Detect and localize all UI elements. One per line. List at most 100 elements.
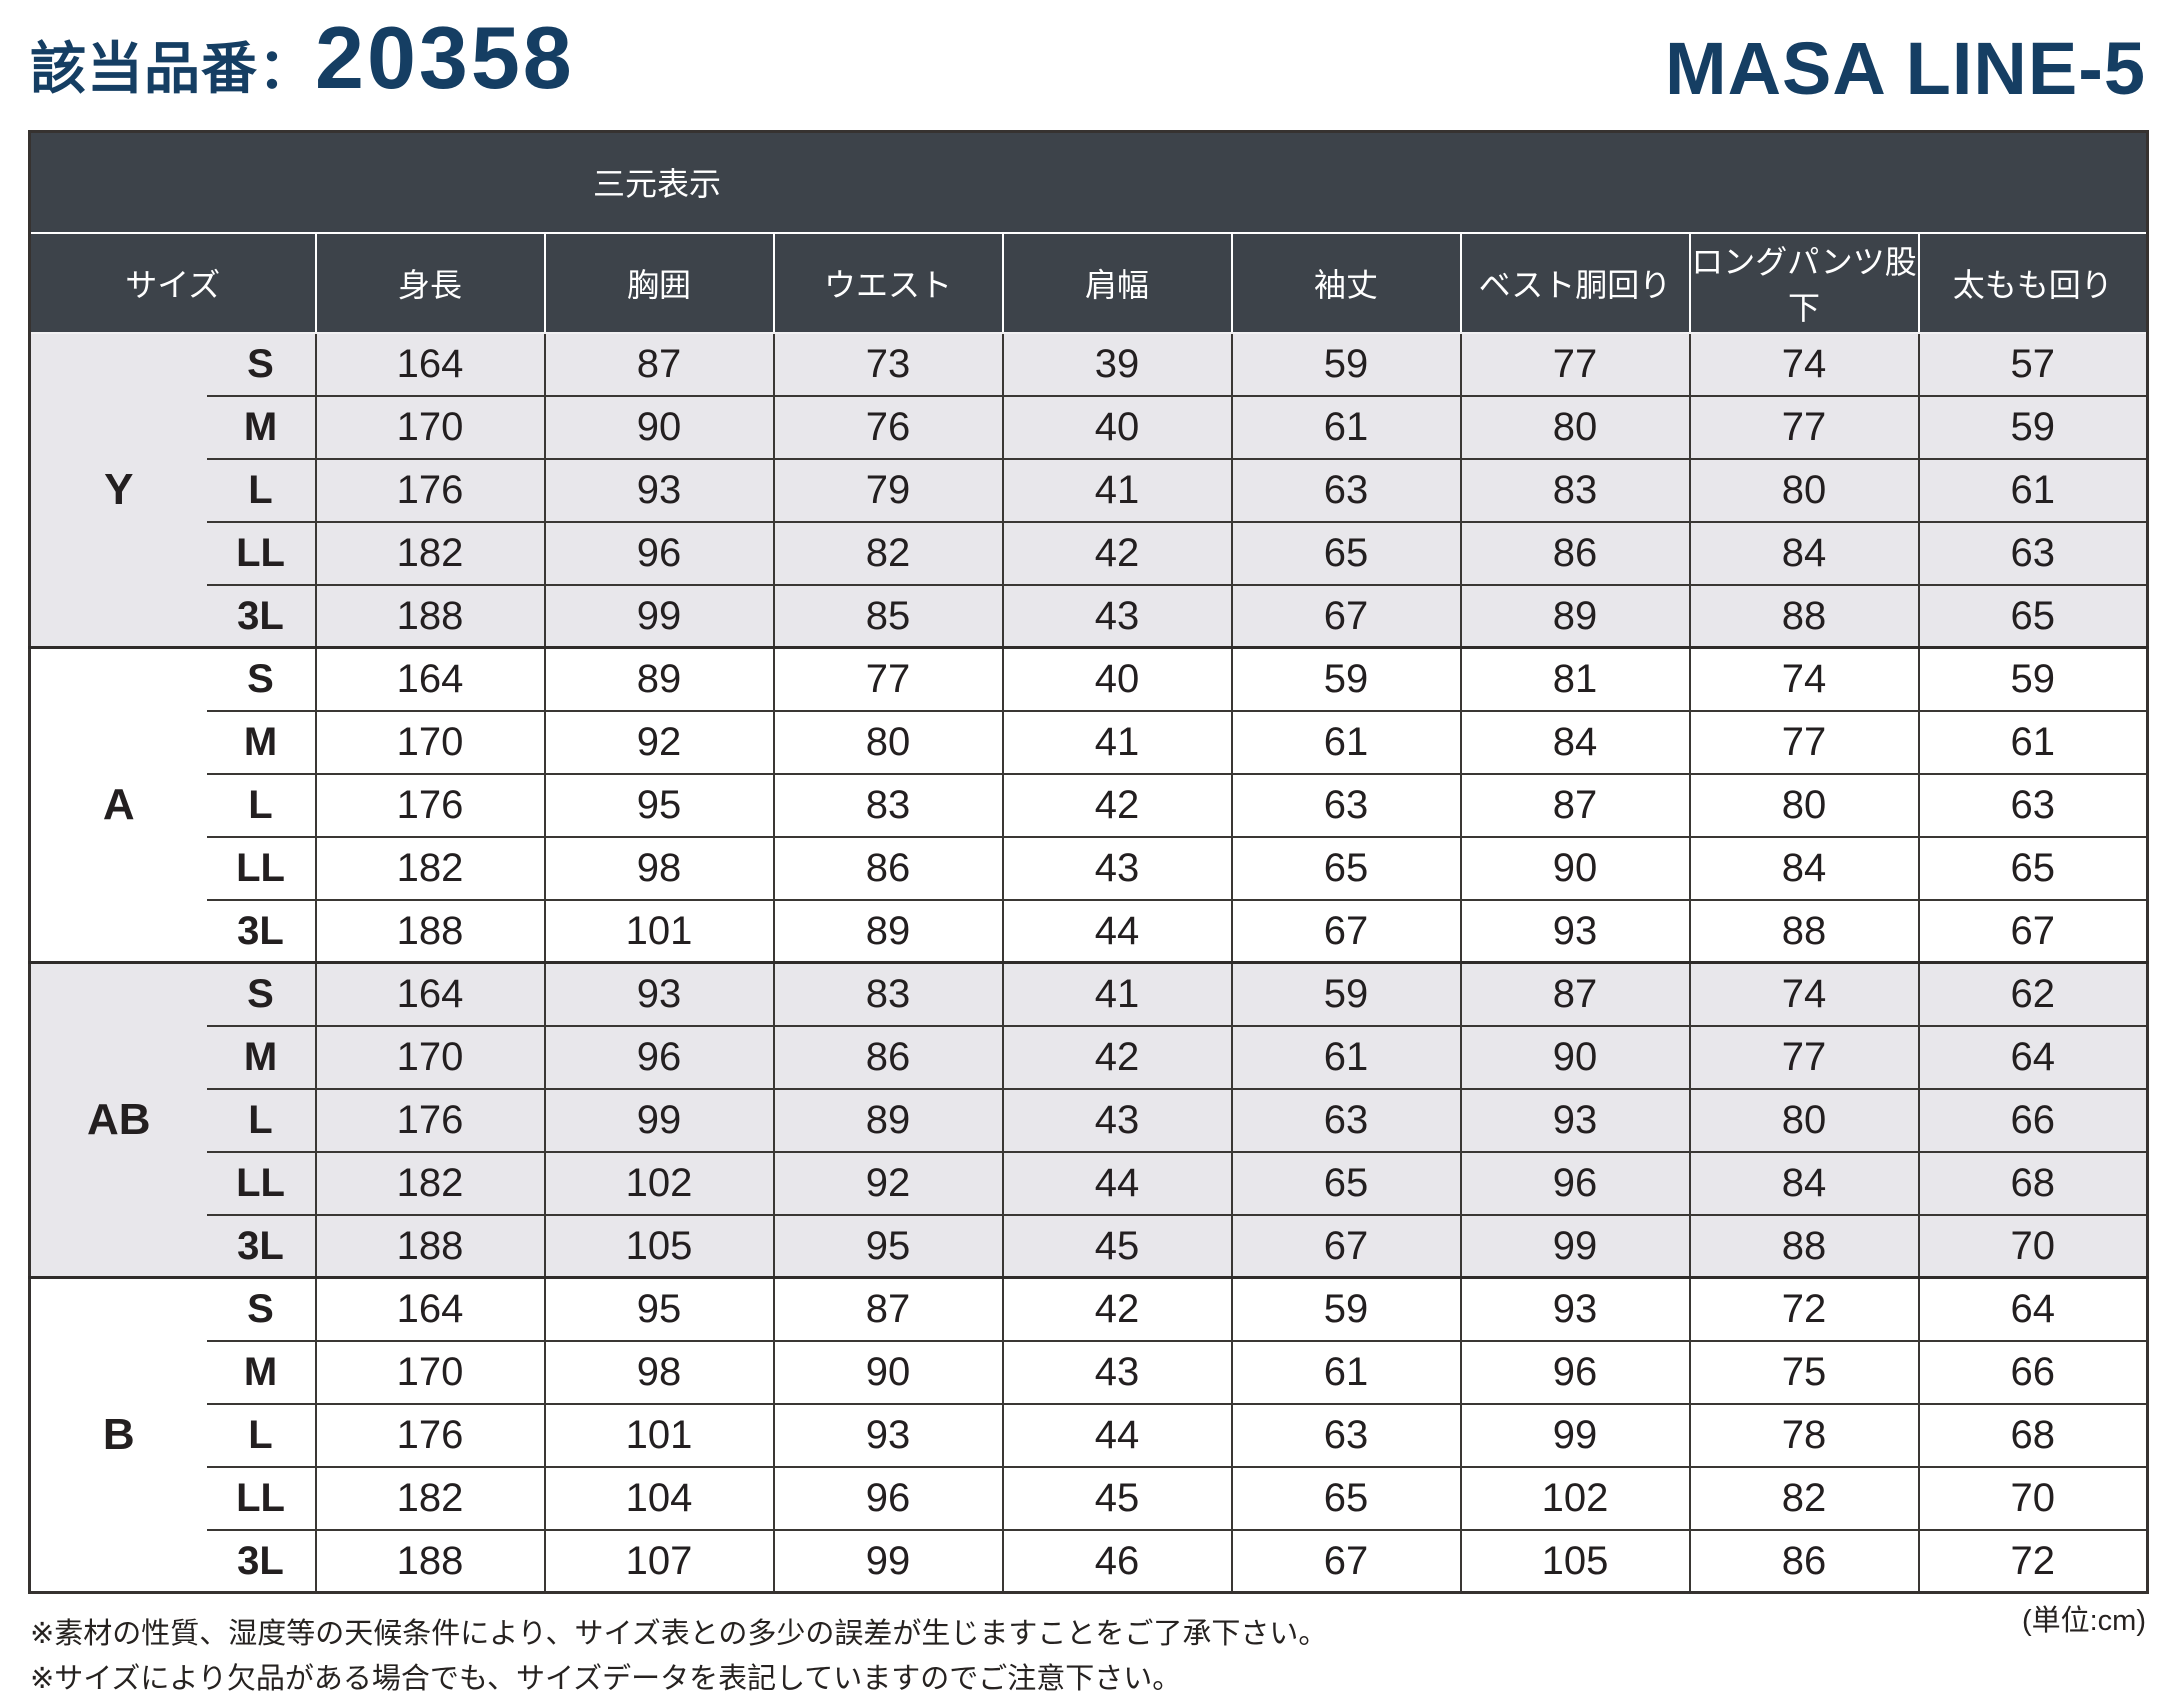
measurement-value: 92: [543, 709, 774, 774]
measurement-value: 42: [1001, 772, 1232, 837]
measurement-value: 170: [314, 1024, 545, 1089]
measurement-value: 95: [772, 1213, 1003, 1278]
measurement-value: 105: [543, 1213, 774, 1278]
measurement-value: 67: [1917, 898, 2148, 963]
measurement-value: 95: [543, 772, 774, 837]
measurement-value: 188: [314, 898, 545, 963]
product-number: 20358: [315, 8, 575, 107]
column-header-thigh: 太もも回り: [1917, 232, 2148, 334]
measurement-value: 80: [1688, 1087, 1919, 1152]
measurement-value: 90: [1459, 1024, 1690, 1089]
measurement-value: 90: [772, 1339, 1003, 1404]
measurement-value: 42: [1001, 1024, 1232, 1089]
measurement-value: 99: [1459, 1402, 1690, 1467]
measurement-value: 45: [1001, 1465, 1232, 1530]
measurement-value: 93: [543, 961, 774, 1026]
measurement-value: 74: [1688, 961, 1919, 1026]
measurement-value: 86: [772, 1024, 1003, 1089]
measurement-value: 80: [772, 709, 1003, 774]
banner-label: 三元表示: [29, 131, 2148, 234]
measurement-value: 90: [543, 394, 774, 459]
measurement-value: 84: [1688, 1150, 1919, 1215]
measurement-value: 86: [1459, 520, 1690, 585]
size-label: 3L: [206, 1528, 316, 1593]
measurement-value: 87: [1459, 961, 1690, 1026]
size-label: S: [206, 332, 316, 396]
size-label: LL: [206, 520, 316, 585]
measurement-value: 93: [1459, 898, 1690, 963]
measurement-value: 170: [314, 1339, 545, 1404]
measurement-value: 170: [314, 709, 545, 774]
measurement-value: 82: [1688, 1465, 1919, 1530]
size-label: L: [206, 1402, 316, 1467]
table-row: 3L 188 105 95 45 67 99 88 70: [30, 1213, 2148, 1278]
table-header-row: サイズ 身長 胸囲 ウエスト 肩幅 袖丈 ベスト胴回り ロングパンツ股下 太もも…: [29, 232, 2148, 334]
measurement-value: 85: [772, 583, 1003, 648]
measurement-value: 89: [772, 898, 1003, 963]
measurement-value: 78: [1688, 1402, 1919, 1467]
table-row: AB S 164 93 83 41 59 87 74 62: [29, 961, 2148, 1278]
column-header-shoulder: 肩幅: [1001, 232, 1232, 334]
measurement-value: 65: [1230, 520, 1461, 585]
table-row: L 176 93 79 41 63 83 80 61: [30, 457, 2148, 522]
measurement-value: 93: [772, 1402, 1003, 1467]
table-row: A S 164 89 77 40 59 81 74 59: [29, 646, 2148, 963]
measurement-value: 61: [1230, 709, 1461, 774]
measurement-value: 81: [1459, 646, 1690, 711]
product-label: 該当品番：: [30, 37, 315, 100]
measurement-value: 76: [772, 394, 1003, 459]
measurement-value: 61: [1917, 709, 2148, 774]
measurement-value: 77: [1688, 394, 1919, 459]
measurement-value: 44: [1001, 898, 1232, 963]
table-row: M 170 90 76 40 61 80 77 59: [30, 394, 2148, 459]
size-label: M: [206, 394, 316, 459]
size-label: 3L: [206, 583, 316, 648]
measurement-value: 73: [772, 332, 1003, 396]
measurement-value: 43: [1001, 583, 1232, 648]
measurement-value: 84: [1688, 520, 1919, 585]
measurement-value: 65: [1917, 583, 2148, 648]
column-header-vest-girth: ベスト胴回り: [1459, 232, 1690, 334]
measurement-value: 63: [1230, 772, 1461, 837]
footnote-line: ※サイズにより欠品がある場合でも、サイズデータを表記していますのでご注意下さい。: [30, 1662, 1182, 1695]
measurement-value: 87: [772, 1276, 1003, 1341]
measurement-value: 104: [543, 1465, 774, 1530]
measurement-value: 182: [314, 1465, 545, 1530]
size-table-body: Y S 164 87 73 39 59 77 74 57 M 170 90 76 40 61 80 77 59 L 17…: [29, 332, 2148, 1593]
measurement-value: 61: [1230, 394, 1461, 459]
measurement-value: 63: [1230, 457, 1461, 522]
measurement-value: 96: [1459, 1339, 1690, 1404]
size-label: LL: [206, 835, 316, 900]
measurement-value: 88: [1688, 898, 1919, 963]
measurement-value: 42: [1001, 1276, 1232, 1341]
measurement-value: 80: [1688, 772, 1919, 837]
table-row: L 176 95 83 42 63 87 80 63: [30, 772, 2148, 837]
measurement-value: 72: [1688, 1276, 1919, 1341]
measurement-value: 67: [1230, 1528, 1461, 1593]
measurement-value: 90: [1459, 835, 1690, 900]
column-header-height: 身長: [314, 232, 545, 334]
table-row: M 170 96 86 42 61 90 77 64: [30, 1024, 2148, 1089]
measurement-value: 99: [543, 583, 774, 648]
table-row: LL 182 104 96 45 65 102 82 70: [30, 1465, 2148, 1530]
measurement-value: 188: [314, 583, 545, 648]
column-header-sleeve: 袖丈: [1230, 232, 1461, 334]
measurement-value: 75: [1688, 1339, 1919, 1404]
group-label: Y: [29, 332, 207, 648]
table-row: LL 182 96 82 42 65 86 84 63: [30, 520, 2148, 585]
measurement-value: 57: [1917, 332, 2148, 396]
measurement-value: 63: [1917, 520, 2148, 585]
measurement-value: 89: [543, 646, 774, 711]
measurement-value: 65: [1230, 1465, 1461, 1530]
table-row: 3L 188 107 99 46 67 105 86 72: [30, 1528, 2148, 1593]
measurement-value: 89: [772, 1087, 1003, 1152]
size-label: S: [206, 961, 316, 1026]
measurement-value: 65: [1230, 1150, 1461, 1215]
measurement-value: 96: [543, 1024, 774, 1089]
measurement-value: 43: [1001, 1339, 1232, 1404]
measurement-value: 64: [1917, 1024, 2148, 1089]
measurement-value: 82: [772, 520, 1003, 585]
measurement-value: 107: [543, 1528, 774, 1593]
measurement-value: 87: [1459, 772, 1690, 837]
